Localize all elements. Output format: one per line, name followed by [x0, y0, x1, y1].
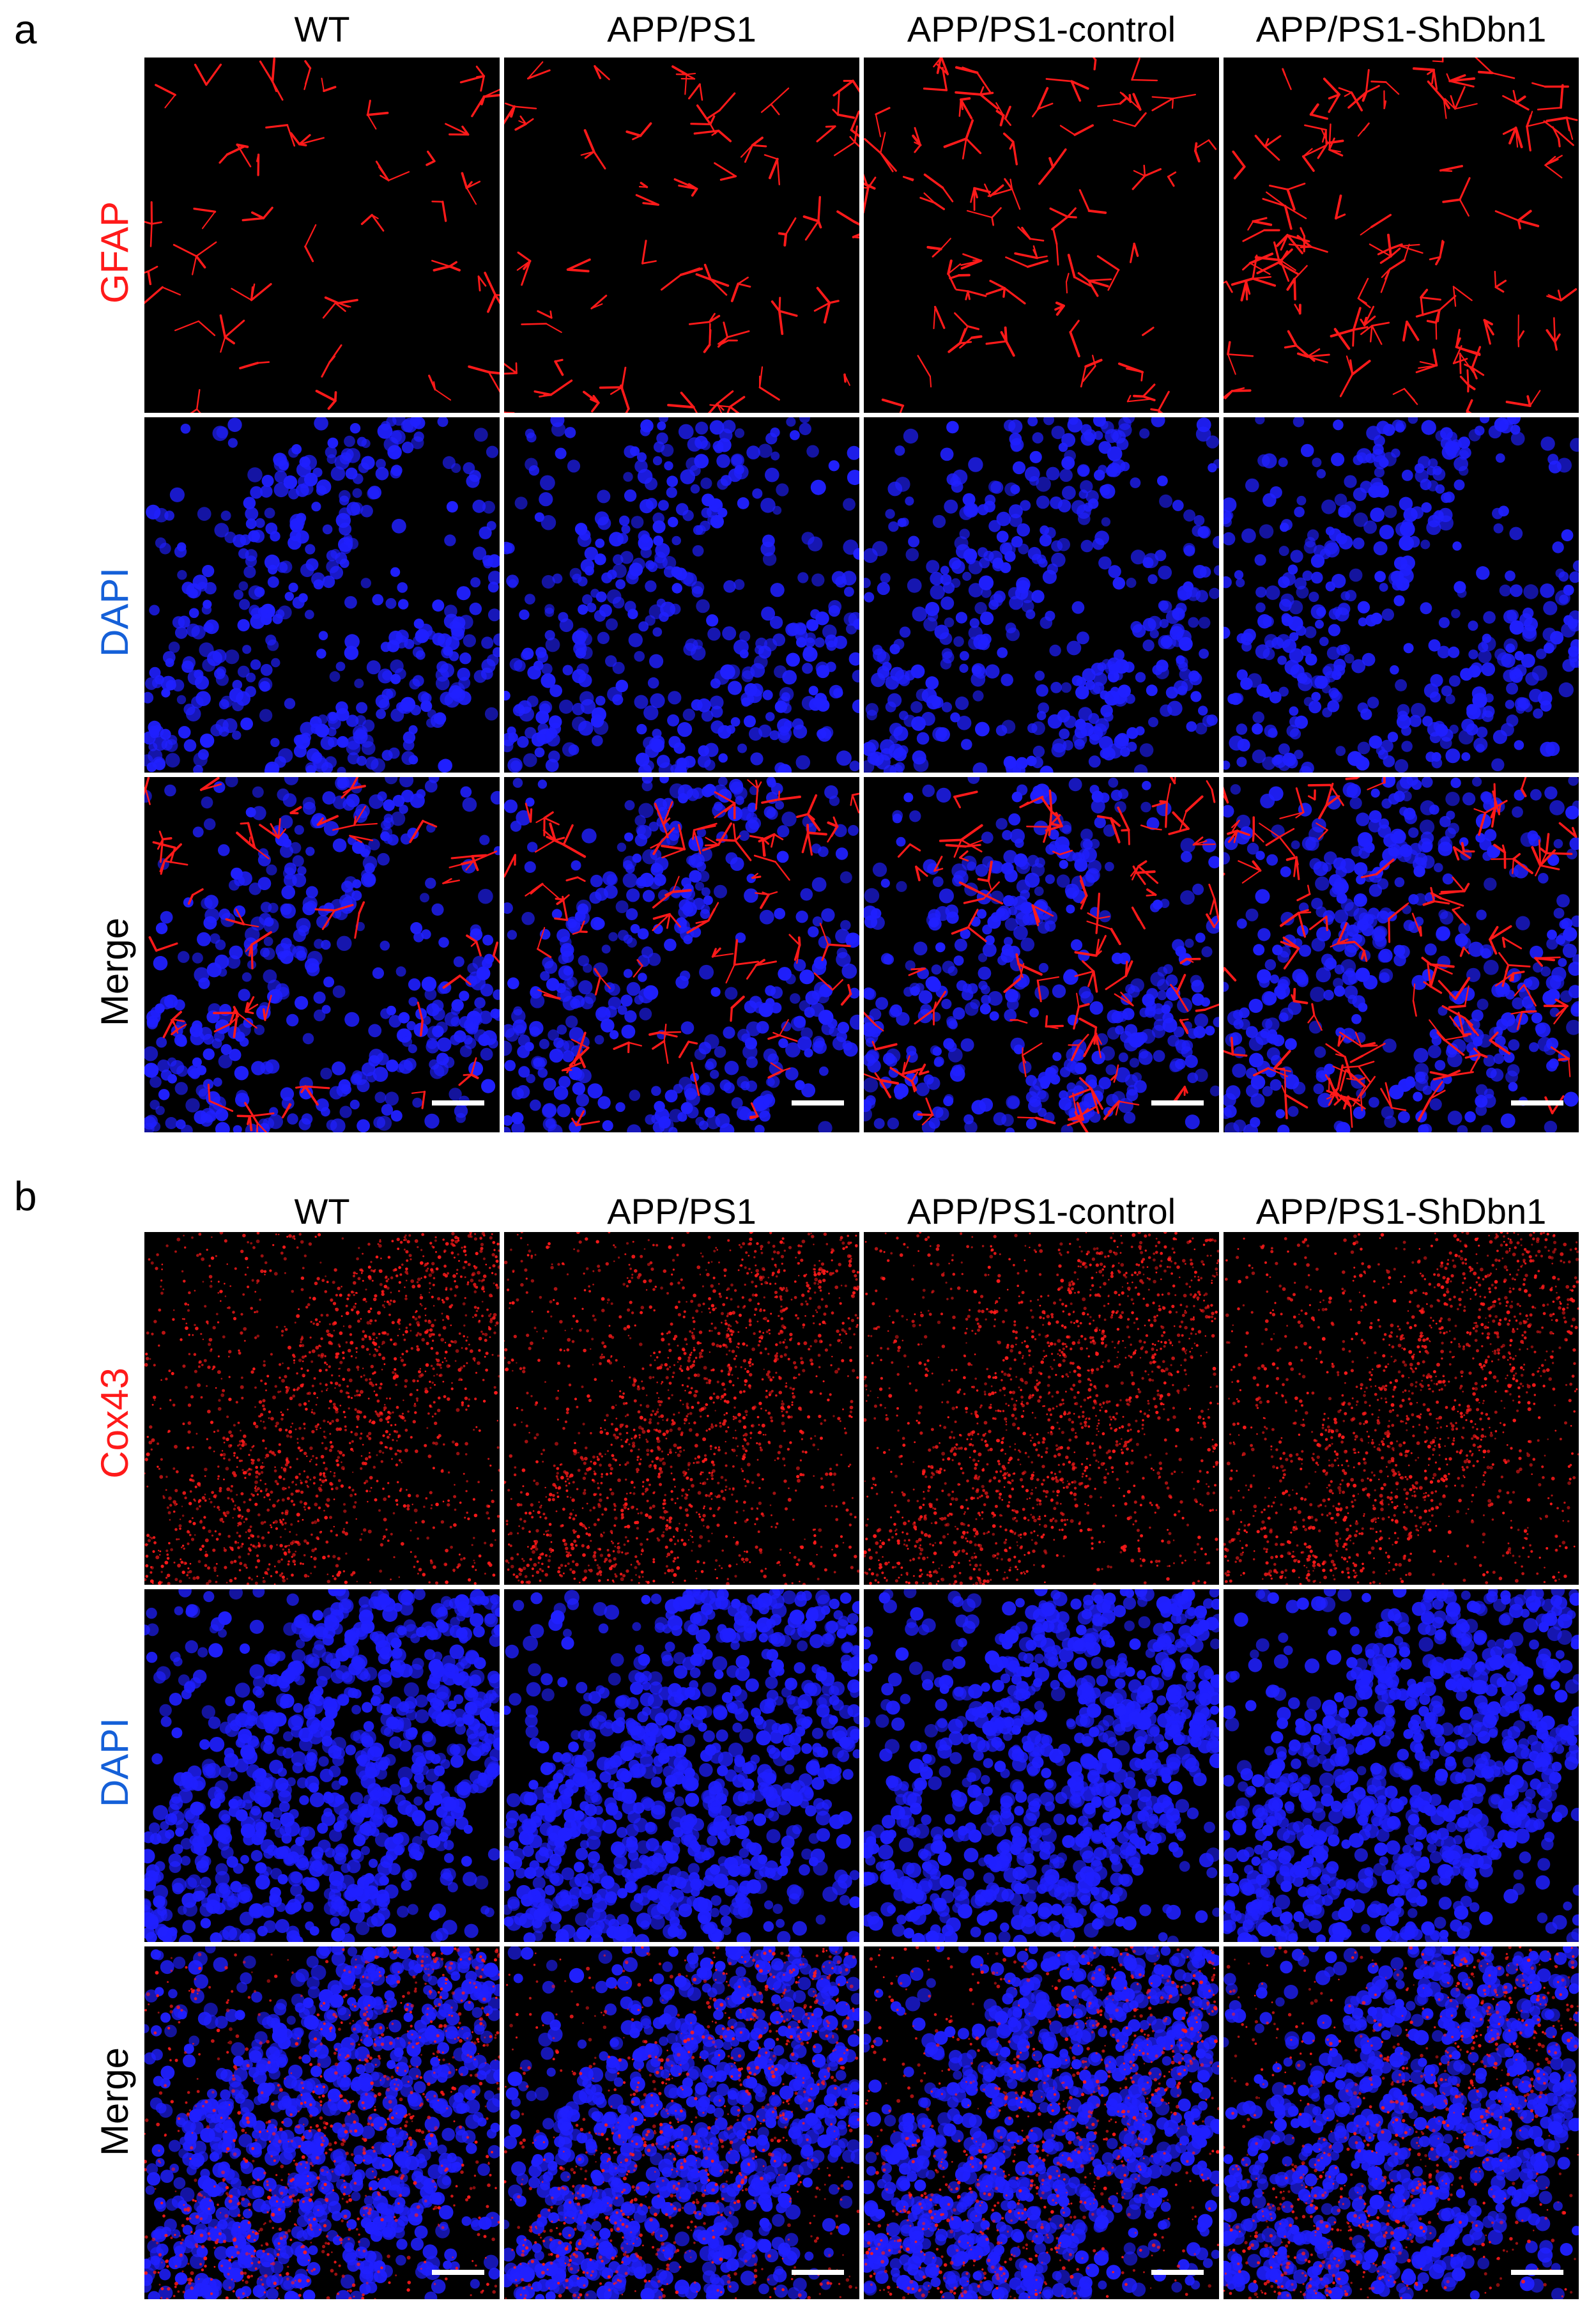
- panel-b-cox43-app-ps1-control-image: [864, 1232, 1219, 1585]
- panel-b-scalebar-wt: [432, 2270, 484, 2275]
- panel-b-col-wt: WT: [144, 1194, 500, 1229]
- micrograph-texture: [504, 1232, 859, 1585]
- panel-a-merge-wt-image: [144, 777, 500, 1132]
- micrograph-texture: [864, 1946, 1219, 2299]
- micrograph-texture: [864, 417, 1219, 773]
- micrograph-texture: [1224, 777, 1579, 1132]
- micrograph-texture: [1224, 1589, 1579, 1942]
- micrograph-texture: [504, 1589, 859, 1942]
- panel-b-col-app-ps1-control: APP/PS1-control: [864, 1194, 1219, 1229]
- panel-a-dapi-app-ps1-control-image: [864, 417, 1219, 773]
- micrograph-texture: [504, 1946, 859, 2299]
- micrograph-texture: [144, 417, 500, 773]
- panel-a-row-merge-label: Merge: [89, 806, 141, 1138]
- panel-b-merge-app-ps1-control-image: [864, 1946, 1219, 2299]
- panel-a-merge-app-ps1-image: [504, 777, 859, 1132]
- panel-b-col-app-ps1-shdbn1: APP/PS1-ShDbn1: [1224, 1194, 1579, 1229]
- panel-b-cox43-app-ps1-image: [504, 1232, 859, 1585]
- panel-b-dapi-app-ps1-shdbn1-image: [1224, 1589, 1579, 1942]
- micrograph-texture: [1224, 58, 1578, 413]
- panel-a-dapi-wt-image: [144, 417, 500, 773]
- micrograph-texture: [864, 1589, 1219, 1942]
- micrograph-texture: [144, 58, 500, 413]
- micrograph-texture: [144, 1232, 500, 1585]
- panel-a-merge-app-ps1-control-image: [864, 777, 1219, 1132]
- panel-a-row-gfap-label: GFAP: [89, 86, 141, 419]
- panel-b-letter: b: [14, 1176, 37, 1217]
- micrograph-texture: [864, 777, 1219, 1132]
- micrograph-texture: [864, 1232, 1219, 1585]
- micrograph-texture: [864, 58, 1217, 413]
- panel-a-row-dapi-label: DAPI: [89, 446, 141, 778]
- panel-b-dapi-wt-image: [144, 1589, 500, 1942]
- panel-a-gfap-app-ps1-shdbn1-image: [1224, 58, 1579, 413]
- panel-b-merge-wt-image: [144, 1946, 500, 2299]
- panel-b-scalebar-app-ps1-shdbn1: [1511, 2270, 1563, 2275]
- panel-b-merge-app-ps1-image: [504, 1946, 859, 2299]
- panel-a-scalebar-app-ps1: [792, 1100, 844, 1106]
- panel-b-row-dapi-label: DAPI: [89, 1596, 141, 1929]
- micrograph-texture: [144, 1946, 500, 2299]
- panel-a-letter: a: [14, 9, 37, 50]
- panel-b-row-cox43-label: Cox43: [89, 1257, 141, 1589]
- panel-a-scalebar-wt: [432, 1100, 484, 1106]
- micrograph-texture: [1224, 1232, 1579, 1585]
- panel-b-row-merge-label: Merge: [89, 1936, 141, 2268]
- panel-a-col-wt: WT: [144, 12, 500, 47]
- panel-a-col-app-ps1: APP/PS1: [504, 12, 859, 47]
- panel-b-merge-app-ps1-shdbn1-image: [1224, 1946, 1579, 2299]
- panel-b-cox43-wt-image: [144, 1232, 500, 1585]
- panel-a-gfap-app-ps1-control-image: [864, 58, 1219, 413]
- panel-a-gfap-app-ps1-image: [504, 58, 859, 413]
- micrograph-texture: [1224, 1946, 1579, 2299]
- micrograph-texture: [144, 777, 500, 1132]
- panel-a-scalebar-app-ps1-shdbn1: [1511, 1100, 1563, 1106]
- panel-b-scalebar-app-ps1: [792, 2270, 844, 2275]
- panel-b-scalebar-app-ps1-control: [1151, 2270, 1204, 2275]
- panel-a-dapi-app-ps1-shdbn1-image: [1224, 417, 1579, 773]
- panel-a-dapi-app-ps1-image: [504, 417, 859, 773]
- micrograph-texture: [1224, 417, 1579, 773]
- micrograph-texture: [504, 61, 859, 413]
- panel-b-col-app-ps1: APP/PS1: [504, 1194, 859, 1229]
- micrograph-texture: [144, 1589, 500, 1942]
- panel-b-cox43-app-ps1-shdbn1-image: [1224, 1232, 1579, 1585]
- panel-a-merge-app-ps1-shdbn1-image: [1224, 777, 1579, 1132]
- panel-b-dapi-app-ps1-control-image: [864, 1589, 1219, 1942]
- panel-a-col-app-ps1-control: APP/PS1-control: [864, 12, 1219, 47]
- panel-a-col-app-ps1-shdbn1: APP/PS1-ShDbn1: [1224, 12, 1579, 47]
- panel-a-gfap-wt-image: [144, 58, 500, 413]
- panel-a-scalebar-app-ps1-control: [1151, 1100, 1204, 1106]
- micrograph-texture: [504, 777, 859, 1132]
- micrograph-texture: [504, 417, 859, 773]
- panel-b-dapi-app-ps1-image: [504, 1589, 859, 1942]
